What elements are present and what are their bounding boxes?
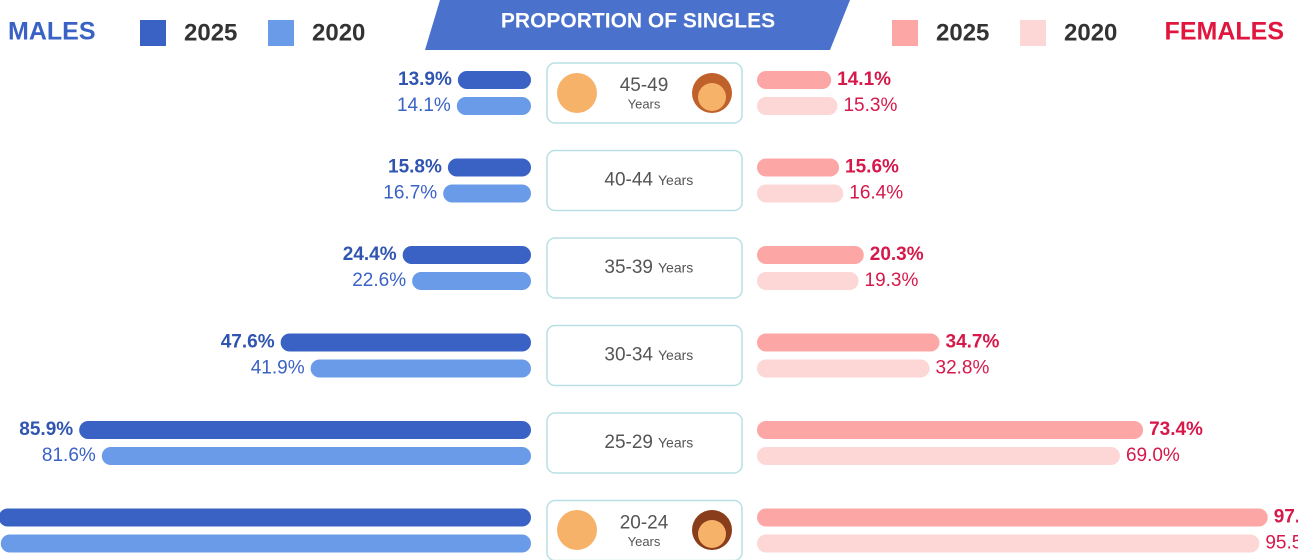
bar xyxy=(457,97,531,115)
bar xyxy=(1,535,531,553)
bar xyxy=(757,447,1120,465)
bar xyxy=(757,159,839,177)
bar xyxy=(757,421,1143,439)
legend-label: 2025 xyxy=(936,19,989,46)
face-icon xyxy=(698,83,726,111)
bar xyxy=(443,185,531,203)
legend-swatch xyxy=(1020,20,1046,46)
value-label: 16.7% xyxy=(383,183,437,204)
face-icon xyxy=(557,510,597,550)
bar xyxy=(403,246,531,264)
value-label: 34.7% xyxy=(946,332,1000,353)
bar xyxy=(757,360,930,378)
bar xyxy=(757,509,1268,527)
value-label: 32.8% xyxy=(936,358,990,379)
page: PROPORTION OF SINGLES MALES FEMALES 2025… xyxy=(0,0,1298,560)
age-unit: Years xyxy=(628,96,661,111)
value-label: 15.8% xyxy=(388,157,442,178)
legend-label: 2020 xyxy=(1064,19,1117,46)
left-label: MALES xyxy=(8,18,96,46)
age-unit: Years xyxy=(658,172,693,188)
value-label: 19.3% xyxy=(865,270,919,291)
value-label: 15.3% xyxy=(843,95,897,116)
bar xyxy=(757,185,843,203)
age-unit: Years xyxy=(658,260,693,276)
value-label: 47.6% xyxy=(221,332,275,353)
age-label: 30-34 xyxy=(604,345,653,366)
value-label: 14.1% xyxy=(837,69,891,90)
value-label: 41.9% xyxy=(251,358,305,379)
age-label: 45-49 xyxy=(620,75,669,96)
faces xyxy=(557,73,732,550)
legend-swatch xyxy=(268,20,294,46)
age-unit: Years xyxy=(628,534,661,549)
age-label: 25-29 xyxy=(604,432,653,453)
bar xyxy=(757,97,837,115)
face-icon xyxy=(557,73,597,113)
value-label: 16.4% xyxy=(849,183,903,204)
age-label: 35-39 xyxy=(604,257,653,278)
bar xyxy=(757,246,864,264)
bar xyxy=(102,447,531,465)
value-label: 22.6% xyxy=(352,270,406,291)
value-label: 24.4% xyxy=(343,244,397,265)
age-unit: Years xyxy=(658,435,693,451)
value-label: 73.4% xyxy=(1149,419,1203,440)
bar xyxy=(448,159,531,177)
bar xyxy=(79,421,531,439)
value-label: 13.9% xyxy=(398,69,452,90)
value-label: 97.1% xyxy=(1274,507,1298,528)
legend-swatch xyxy=(892,20,918,46)
face-icon xyxy=(698,520,726,548)
value-label: 95.5% xyxy=(1265,533,1298,554)
value-label: 15.6% xyxy=(845,157,899,178)
legend-label: 2025 xyxy=(184,19,237,46)
bar xyxy=(757,334,940,352)
bar xyxy=(281,334,531,352)
value-label: 81.6% xyxy=(42,445,96,466)
age-label: 40-44 xyxy=(604,170,653,191)
value-label: 14.1% xyxy=(397,95,451,116)
bar xyxy=(311,360,531,378)
value-label: 69.0% xyxy=(1126,445,1180,466)
chart-title: PROPORTION OF SINGLES xyxy=(501,10,775,33)
value-label: 20.3% xyxy=(870,244,924,265)
bar xyxy=(757,535,1259,553)
bar xyxy=(757,71,831,89)
bar xyxy=(0,509,531,527)
value-label: 85.9% xyxy=(19,419,73,440)
age-unit: Years xyxy=(658,347,693,363)
bar xyxy=(757,272,859,290)
legend-label: 2020 xyxy=(312,19,365,46)
right-label: FEMALES xyxy=(1165,18,1284,46)
bar xyxy=(412,272,531,290)
age-label: 20-24 xyxy=(620,513,669,534)
bar xyxy=(458,71,531,89)
legend-swatch xyxy=(140,20,166,46)
chart: PROPORTION OF SINGLES MALES FEMALES 2025… xyxy=(0,0,1298,560)
